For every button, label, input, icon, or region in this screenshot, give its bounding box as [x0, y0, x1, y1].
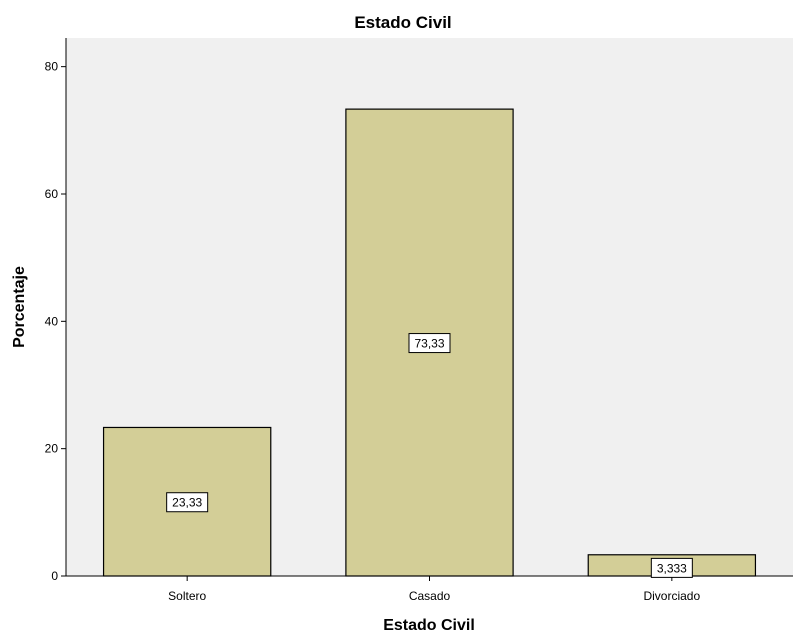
data-labels-group: 23,33 73,33 3,333	[166, 333, 693, 578]
y-axis-ticks: 0 20 40 60 80	[45, 60, 66, 583]
svg-text:3,333: 3,333	[657, 561, 687, 575]
x-tick-label: Soltero	[168, 589, 206, 603]
svg-text:23,33: 23,33	[172, 496, 202, 510]
x-axis-ticks: Soltero Casado Divorciado	[168, 576, 700, 603]
svg-text:73,33: 73,33	[414, 337, 444, 351]
chart-title: Estado Civil	[354, 13, 451, 32]
x-tick-label: Casado	[409, 589, 451, 603]
y-tick-label: 60	[45, 187, 59, 201]
data-label-casado: 73,33	[408, 333, 451, 354]
data-label-soltero: 23,33	[166, 492, 209, 513]
y-axis-title: Porcentaje	[11, 266, 28, 348]
y-tick-label: 20	[45, 442, 59, 456]
x-tick-label: Divorciado	[643, 589, 700, 603]
y-tick-label: 40	[45, 314, 59, 328]
y-tick-label: 0	[51, 569, 58, 583]
y-tick-label: 80	[45, 60, 59, 74]
data-label-divorciado: 3,333	[650, 557, 693, 578]
x-axis-title: Estado Civil	[383, 617, 475, 634]
